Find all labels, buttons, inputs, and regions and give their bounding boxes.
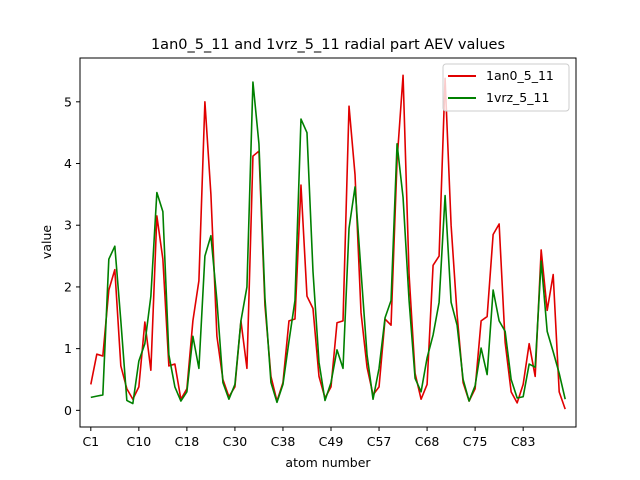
y-tick-label: 4 — [64, 156, 72, 171]
series-line-1vrz_5_11 — [90, 81, 566, 405]
x-axis-ticks: C1 C10 C18 C30 C38 C49 C57 C68 C75 C83 — [82, 427, 535, 449]
legend-label-1an0: 1an0_5_11 — [486, 68, 554, 83]
x-tick-label: C1 — [82, 434, 99, 449]
x-tick-label: C68 — [415, 434, 440, 449]
y-tick-label: 1 — [64, 341, 72, 356]
chart-title: 1an0_5_11 and 1vrz_5_11 radial part AEV … — [151, 37, 505, 53]
x-tick-label: C38 — [271, 434, 296, 449]
series-layer — [90, 74, 566, 410]
plot-area: C1 C10 C18 C30 C38 C49 C57 C68 C75 C83 0 1 2 3 4 5 — [64, 57, 577, 449]
axes-frame — [79, 57, 577, 428]
x-tick-label: C10 — [127, 434, 152, 449]
y-tick-label: 5 — [64, 94, 72, 109]
x-axis-label: atom number — [285, 455, 371, 470]
legend: 1an0_5_11 1vrz_5_11 — [442, 63, 570, 112]
y-tick-label: 3 — [64, 218, 72, 233]
legend-label-1vrz: 1vrz_5_11 — [486, 90, 549, 105]
y-tick-label: 2 — [64, 279, 72, 294]
x-tick-label: C49 — [319, 434, 344, 449]
y-axis-label: value — [39, 225, 54, 259]
y-axis-ticks: 0 1 2 3 4 5 — [64, 94, 80, 418]
x-tick-label: C18 — [175, 434, 200, 449]
x-tick-label: C57 — [367, 434, 392, 449]
y-tick-label: 0 — [64, 403, 72, 418]
x-tick-label: C30 — [223, 434, 248, 449]
x-tick-label: C83 — [511, 434, 536, 449]
x-tick-label: C75 — [463, 434, 488, 449]
